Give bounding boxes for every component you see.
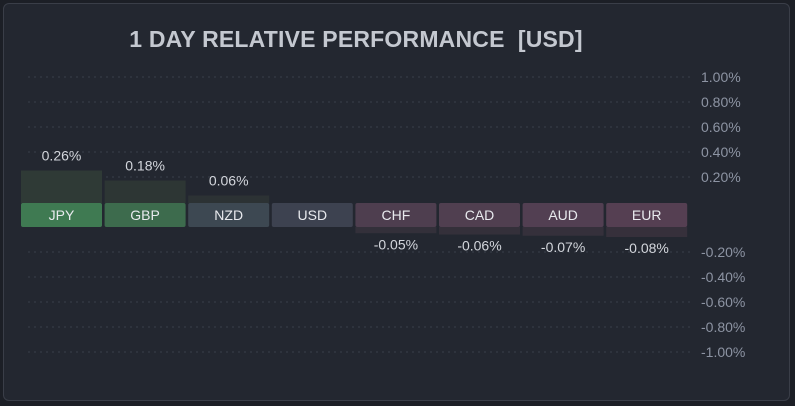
bar xyxy=(355,227,437,234)
value-label: -0.05% xyxy=(374,236,418,252)
category-label: GBP xyxy=(130,207,160,223)
currency-label-box xyxy=(271,203,353,227)
category-label: AUD xyxy=(548,207,578,223)
category-label: EUR xyxy=(632,207,662,223)
chart-title: 1 DAY RELATIVE PERFORMANCE [USD] xyxy=(129,26,583,52)
y-tick-label: -0.60% xyxy=(701,294,745,310)
bar xyxy=(104,180,186,203)
y-tick-label: 0.80% xyxy=(701,94,741,110)
currency-label-box xyxy=(188,203,270,227)
category-label: JPY xyxy=(49,207,75,223)
y-tick-label: 0.40% xyxy=(701,144,741,160)
y-tick-label: -0.80% xyxy=(701,319,745,335)
y-tick-label: -0.40% xyxy=(701,269,745,285)
category-label: USD xyxy=(298,207,328,223)
value-label: 0.26% xyxy=(42,148,82,164)
bar xyxy=(522,227,604,236)
value-label: 0.06% xyxy=(209,173,249,189)
category-label: CHF xyxy=(382,207,411,223)
bar xyxy=(606,227,688,237)
currency-label-box xyxy=(21,203,102,227)
y-tick-label: -1.00% xyxy=(701,344,745,360)
value-label: 0.18% xyxy=(125,158,165,174)
currency-label-box xyxy=(104,203,186,227)
y-tick-label: 1.00% xyxy=(701,69,741,85)
currency-label-box xyxy=(522,203,604,227)
currency-label-box xyxy=(439,203,520,227)
y-tick-label: 0.20% xyxy=(701,169,741,185)
category-label: NZD xyxy=(214,207,243,223)
value-label: -0.08% xyxy=(625,240,669,256)
bar xyxy=(21,170,102,203)
currency-label-box xyxy=(355,203,437,227)
bar xyxy=(439,227,520,235)
value-label: -0.07% xyxy=(541,239,585,255)
y-tick-label: 0.60% xyxy=(701,119,741,135)
value-label: -0.06% xyxy=(457,238,501,254)
y-tick-label: -0.20% xyxy=(701,244,745,260)
bar xyxy=(188,195,270,203)
category-label: CAD xyxy=(465,207,495,223)
currency-label-box xyxy=(606,203,688,227)
